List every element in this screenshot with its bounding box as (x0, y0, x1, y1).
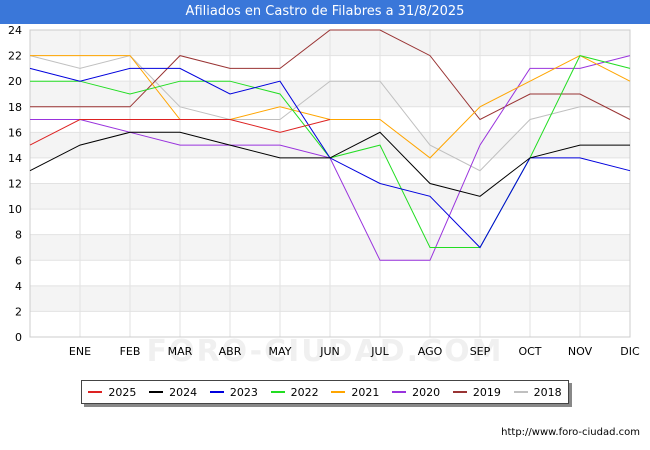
legend-item-2025: 2025 (88, 386, 136, 399)
x-tick-label: ABR (219, 345, 242, 358)
legend-label: 2024 (169, 385, 198, 399)
y-tick-label: 24 (8, 24, 22, 37)
y-tick-label: 12 (8, 178, 22, 191)
x-tick-label: ENE (69, 345, 91, 358)
y-tick-label: 0 (15, 331, 22, 344)
x-tick-label: MAY (269, 345, 292, 358)
legend-label: 2020 (412, 385, 441, 399)
x-tick-label: FEB (120, 345, 141, 358)
legend-label: 2021 (351, 385, 380, 399)
legend-item-2019: 2019 (452, 385, 501, 399)
legend-item-2020: 2020 (392, 386, 440, 399)
x-tick-label: NOV (568, 345, 593, 358)
legend-swatch (452, 391, 467, 393)
legend-item-2018: 2018 (513, 385, 562, 399)
x-tick-label: OCT (518, 345, 541, 358)
y-tick-label: 2 (15, 305, 22, 318)
y-tick-label: 20 (8, 75, 22, 88)
legend-label: 2022 (290, 385, 319, 399)
legend-swatch (88, 391, 103, 393)
legend-swatch (392, 391, 407, 393)
legend-label: 2023 (229, 385, 258, 399)
x-tick-label: JUL (370, 345, 389, 358)
y-tick-label: 8 (15, 229, 22, 242)
legend-label: 2019 (472, 385, 501, 399)
chart-title: Afiliados en Castro de Filabres a 31/8/2… (0, 0, 650, 24)
series-line-2019 (30, 29, 631, 121)
x-tick-label: JUN (319, 345, 340, 358)
y-tick-label: 10 (8, 203, 22, 216)
x-tick-label: AGO (418, 345, 443, 358)
legend-label: 2025 (108, 385, 137, 399)
legend-swatch (270, 391, 285, 393)
legend-swatch (513, 391, 528, 393)
legend-item-2023: 2023 (209, 385, 258, 399)
series-line-2024 (29, 131, 630, 197)
x-tick-label: DIC (620, 345, 640, 358)
y-tick-label: 18 (8, 101, 22, 114)
x-tick-label: SEP (470, 345, 491, 358)
y-tick-label: 14 (8, 152, 22, 165)
x-tick-label: MAR (168, 345, 193, 358)
legend-label: 2018 (533, 385, 562, 399)
legend-swatch (209, 391, 224, 393)
legend-item-2021: 2021 (331, 386, 379, 399)
legend-item-2022: 2022 (270, 385, 319, 399)
y-tick-label: 4 (15, 280, 22, 293)
y-tick-label: 22 (8, 50, 22, 63)
watermark: FORO-CIUDAD.COM (146, 334, 504, 369)
chart-legend: 2025 2024 2023 2022 2021 2020 2019 2018 (81, 380, 569, 404)
y-tick-label: 6 (15, 254, 22, 267)
source-url: http://www.foro-ciudad.com (501, 427, 640, 438)
series-line-2025 (29, 119, 331, 146)
legend-swatch (331, 391, 346, 393)
legend-item-2024: 2024 (149, 386, 197, 399)
y-tick-label: 16 (8, 126, 22, 139)
legend-swatch (149, 391, 164, 393)
